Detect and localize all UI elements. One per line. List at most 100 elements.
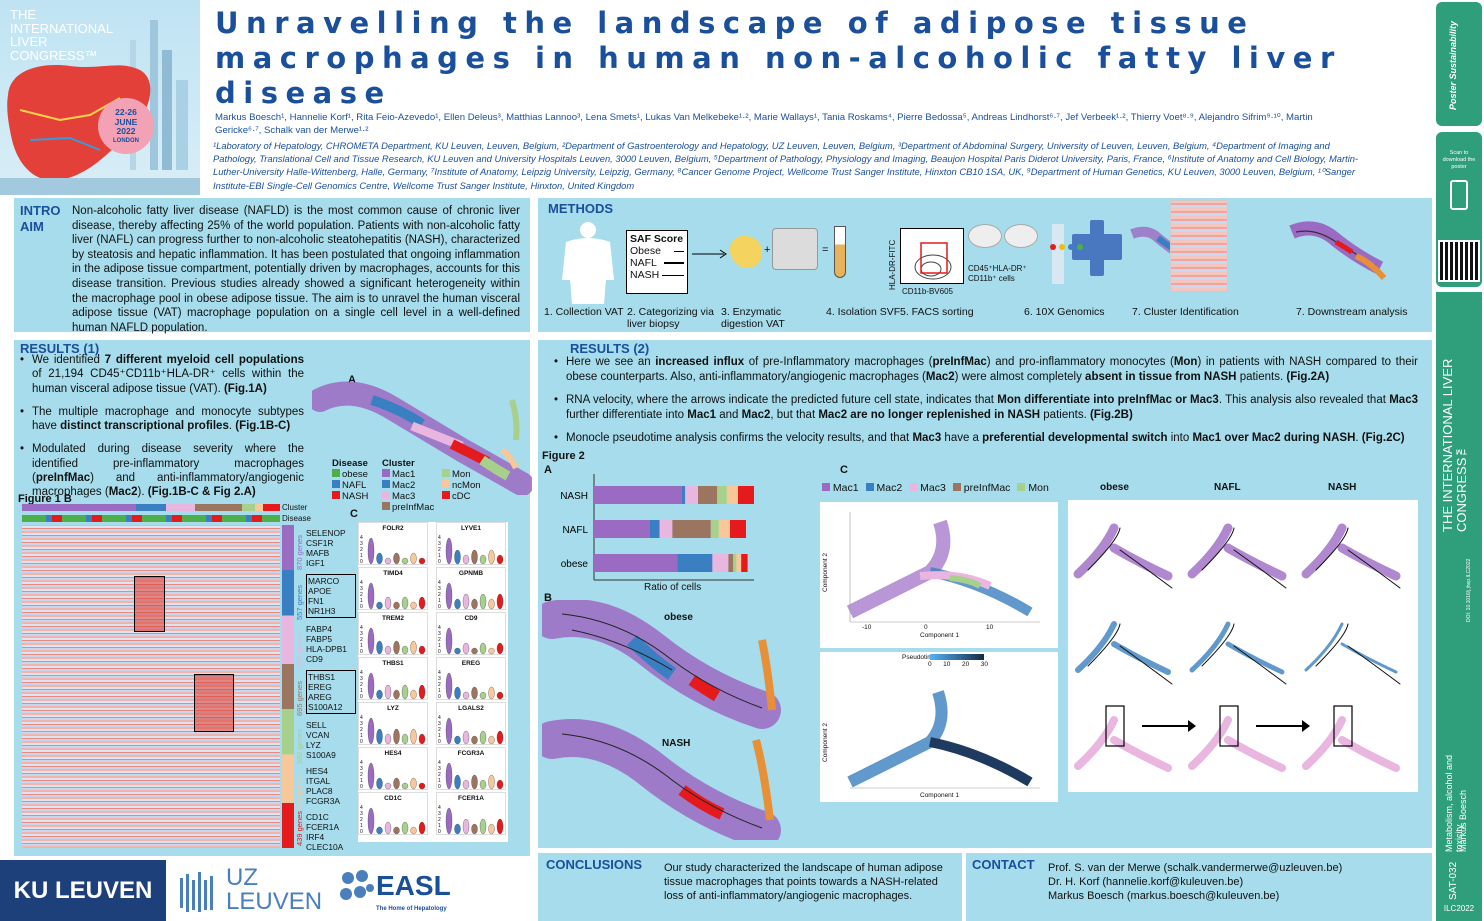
violin-shape bbox=[393, 777, 400, 790]
facs-plot bbox=[900, 228, 964, 284]
contact-2[interactable]: Dr. H. Korf (hannelie.korf@kuleuven.be) bbox=[1048, 876, 1244, 888]
violin-shape bbox=[454, 549, 461, 565]
violin-fcer1a: FCER1A 4 3 2 1 0 bbox=[436, 792, 506, 835]
bar-segment-cdc bbox=[738, 486, 754, 504]
violin-shape bbox=[479, 593, 487, 610]
violin-shape bbox=[496, 730, 504, 745]
poster-title: Unravelling the landscape of adipose tis… bbox=[215, 6, 1342, 110]
violin-shape bbox=[471, 647, 478, 655]
violin-shape bbox=[418, 684, 426, 700]
violin-hes4: HES4 4 3 2 1 0 bbox=[358, 747, 428, 790]
violin-shape bbox=[376, 552, 383, 565]
violin-shape bbox=[418, 645, 426, 655]
violin-shape bbox=[376, 777, 383, 790]
fig2c-legend: Mac1 Mac2 Mac3 preInfMac Mon bbox=[822, 482, 1049, 494]
easl-logo: EASL The Home of Hepatology bbox=[338, 862, 468, 918]
intro-heading: INTRO bbox=[20, 203, 61, 218]
gene-count-5: 582 genes bbox=[295, 728, 304, 764]
cluster-legend: Cluster Mac1 Mac2 Mac3 preInfMac bbox=[382, 458, 435, 513]
results1-panel: RESULTS (1) We identified 7 different my… bbox=[14, 340, 532, 856]
qr-code[interactable] bbox=[1438, 240, 1480, 282]
bar-segment-mon bbox=[733, 554, 737, 572]
fig1c-label: C bbox=[350, 508, 358, 520]
cell-icon bbox=[968, 224, 1002, 248]
violin-shape bbox=[401, 557, 409, 565]
contact-1[interactable]: Prof. S. van der Merwe (schalk.vandermer… bbox=[1048, 862, 1343, 874]
violin-shape bbox=[496, 818, 504, 835]
bar-segment-mon bbox=[717, 486, 727, 504]
violin-shape bbox=[393, 640, 400, 655]
fig2c-label: C bbox=[840, 464, 848, 476]
plus-icon: + bbox=[764, 244, 771, 256]
congress-strip: THE INTERNATIONAL LIVER CONGRESS™ DOI: 1… bbox=[1436, 292, 1482, 921]
violin-shape bbox=[376, 601, 383, 610]
violin-shape bbox=[496, 642, 504, 655]
results1-bullet-2: The multiple macrophage and monocyte sub… bbox=[18, 405, 304, 434]
violin-gene-label: THBS1 bbox=[382, 660, 404, 667]
violin-shape bbox=[445, 627, 453, 655]
liver-illustration bbox=[0, 20, 200, 195]
velocity-label-obese: obese bbox=[664, 612, 693, 623]
violin-shape bbox=[471, 549, 478, 565]
violin-lyve1: LYVE1 4 3 2 1 0 bbox=[436, 522, 506, 565]
fig2a-xlabel: Ratio of cells bbox=[644, 582, 702, 593]
violin-shape bbox=[367, 582, 375, 610]
gene-group-1: SELENOP CSF1R MAFB IGF1 bbox=[306, 528, 346, 568]
violin-shape bbox=[401, 782, 409, 790]
violin-shape bbox=[393, 552, 400, 565]
violin-shape bbox=[454, 686, 461, 700]
facs-gate-label: CD45⁺HLA-DR⁺ CD11b⁺ cells bbox=[968, 264, 1027, 283]
gene-group-2: MARCO APOE FN1 NR1H3 bbox=[306, 574, 356, 618]
trajectory-plot-cluster: Component 2 Component 1 -10 0 10 bbox=[820, 502, 1058, 648]
contact-3[interactable]: Markus Boesch (markus.boesch@kuleuven.be… bbox=[1048, 890, 1280, 902]
violin-shape bbox=[479, 642, 487, 655]
conclusions-text: Our study characterized the landscape of… bbox=[664, 862, 943, 902]
bar-segment-mac1 bbox=[594, 554, 678, 572]
bar-category-label: NAFL bbox=[562, 525, 588, 536]
gene-count-1: 870 genes bbox=[295, 534, 304, 570]
violin-gene-label: FCER1A bbox=[457, 795, 484, 802]
gene-count-6: 478 genes bbox=[295, 774, 304, 810]
violin-shape bbox=[376, 728, 383, 745]
methods-panel: METHODS SAF Score Obese NAFL NASH + = HL… bbox=[538, 198, 1432, 332]
step-7: 7. Cluster Identification bbox=[1132, 306, 1239, 318]
fig2c-grid bbox=[1068, 500, 1418, 792]
violin-shape bbox=[454, 598, 461, 610]
violin-shape bbox=[367, 672, 375, 700]
violin-shape bbox=[393, 601, 400, 610]
violin-shape bbox=[445, 537, 453, 565]
uzleuven-logo: UZ LEUVEN bbox=[178, 866, 328, 918]
violin-shape bbox=[384, 821, 392, 835]
gene-group-5: SELL VCAN LYZ S100A9 bbox=[306, 720, 336, 760]
bar-segment-mac2 bbox=[682, 486, 686, 504]
violin-shape bbox=[462, 779, 470, 790]
violin-shape bbox=[462, 593, 470, 610]
violin-shape bbox=[418, 596, 426, 610]
violin-shape bbox=[384, 557, 392, 565]
cluster-legend-2: Mon ncMon cDC bbox=[442, 469, 481, 502]
violin-shape bbox=[367, 762, 375, 790]
violin-shape bbox=[471, 774, 478, 790]
violin-shape bbox=[479, 730, 487, 745]
fig1a-label: A bbox=[348, 374, 356, 386]
right-sidebar: Poster Sustainability Scan to download t… bbox=[1434, 0, 1484, 921]
methods-heading: METHODS bbox=[548, 201, 613, 216]
violin-shape bbox=[488, 549, 495, 565]
velocity-label-nash: NASH bbox=[662, 738, 691, 749]
conclusions-heading: CONCLUSIONS bbox=[546, 857, 643, 872]
heatmap-box-1 bbox=[134, 576, 165, 632]
violin-fcgr3a: FCGR3A 4 3 2 1 0 bbox=[436, 747, 506, 790]
fig1a-umap bbox=[312, 381, 532, 495]
results2-bullet-1: Here we see an increased influx of pre-I… bbox=[552, 355, 1418, 384]
bar-segment-mac1 bbox=[594, 520, 650, 538]
bar-segment-mac2 bbox=[650, 520, 660, 538]
gene-count-3: 565 genes bbox=[295, 632, 304, 668]
violin-shape bbox=[462, 730, 470, 745]
gene-count-7: 439 genes bbox=[295, 810, 304, 846]
violin-shape bbox=[488, 686, 495, 700]
